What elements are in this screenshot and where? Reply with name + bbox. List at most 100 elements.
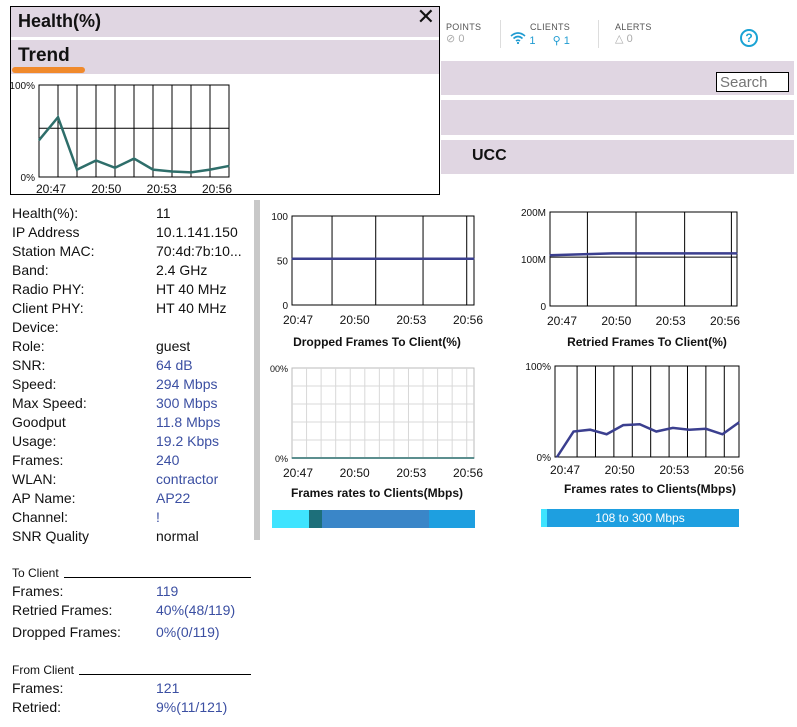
detail-value: 40%(48/119): [156, 602, 236, 618]
detail-row: Role: guest: [12, 338, 252, 357]
x-tick-label: 20:47: [547, 314, 577, 328]
plot-area: [549, 211, 738, 307]
y-tick-label: 00%: [270, 364, 288, 374]
x-tick-label: 20:50: [340, 313, 370, 327]
data-point: [738, 421, 740, 424]
x-tick-label: 20:56: [453, 466, 483, 480]
data-point: [76, 169, 78, 171]
detail-label: Frames:: [12, 583, 64, 599]
detail-label: Role:: [12, 338, 45, 354]
x-tick-label: 20:47: [283, 313, 313, 327]
data-point: [672, 427, 674, 429]
scrollbar[interactable]: [254, 200, 260, 540]
data-point: [152, 169, 154, 171]
alerts-stat[interactable]: ALERTS △ 0: [615, 22, 652, 45]
detail-row: Client PHY: HT 40 MHz: [12, 300, 252, 319]
retried-frames-caption: Retried Frames To Client(%): [567, 335, 727, 349]
help-icon[interactable]: ?: [740, 29, 758, 47]
rate-bar-right: 108 to 300 Mbps: [541, 509, 739, 527]
detail-row: SNR Quality normal: [12, 528, 252, 547]
data-point: [114, 167, 116, 169]
tab-trend[interactable]: Trend: [18, 45, 70, 66]
popup-title: Health(%): [11, 7, 439, 37]
clients-stat[interactable]: CLIENTS 1 ⚲ 1: [510, 22, 570, 47]
frame-rates-caption-right: Frames rates to Clients(Mbps): [563, 482, 737, 496]
x-tick-label: 20:56: [714, 463, 744, 477]
detail-label: Band:: [12, 262, 49, 278]
data-point: [412, 258, 414, 260]
detail-label: Dropped Frames:: [12, 624, 121, 640]
x-tick-label: 20:56: [202, 182, 232, 195]
retried-frames-chart: 200M 100M 020:47 20:50 20:53 20:56: [521, 208, 740, 328]
detail-value: 11.8 Mbps: [156, 414, 221, 430]
points-stat[interactable]: POINTS ⊘ 0: [446, 22, 481, 45]
x-tick-label: 20:50: [601, 314, 631, 328]
detail-row: Max Speed: 300 Mbps: [12, 395, 252, 414]
x-tick-label: 20:56: [453, 313, 483, 327]
data-point: [606, 433, 608, 435]
x-tick-label: 20:56: [710, 314, 740, 328]
y-tick-label: 0%: [275, 454, 288, 464]
header-divider: [598, 20, 599, 48]
detail-label: AP Name:: [12, 490, 76, 506]
rate-bar-left: [272, 510, 475, 528]
y-tick-label: 100M: [521, 255, 546, 266]
data-point: [38, 139, 40, 141]
series-line: [555, 421, 740, 458]
detail-row: IP Address 10.1.141.150: [12, 224, 252, 243]
points-value: 0: [458, 33, 465, 45]
detail-row: AP Name: AP22: [12, 490, 252, 509]
frame-rates-chart-right: 100% 0%20:47 20:50 20:53 20:56: [525, 362, 744, 477]
wifi-clients-value: 1: [529, 35, 536, 47]
detail-row: SNR: 64 dB: [12, 357, 252, 376]
detail-value: normal: [156, 528, 199, 544]
x-tick-label: 20:53: [659, 463, 689, 477]
x-tick-label: 20:53: [396, 313, 426, 327]
detail-row: Retried Frames: 40%(48/119): [12, 602, 252, 621]
data-point: [473, 457, 475, 459]
rate-bar-label: 108 to 300 Mbps: [595, 511, 685, 525]
detail-row: Dropped Frames: 0%(0/119): [12, 624, 252, 643]
data-point: [736, 252, 738, 254]
detail-value: 11: [156, 205, 171, 221]
detail-value: 300 Mbps: [156, 395, 218, 411]
detail-value: AP22: [156, 490, 191, 506]
detail-label: Channel:: [12, 509, 69, 525]
data-point: [95, 159, 97, 162]
close-icon[interactable]: ✕: [416, 4, 435, 29]
data-point: [291, 457, 293, 459]
data-point: [412, 457, 414, 459]
health-trend-chart: 100% 0%20:47 20:50 20:53 20:56: [11, 81, 232, 195]
y-tick-label: 200M: [521, 208, 546, 219]
detail-row: Usage: 19.2 Kbps: [12, 433, 252, 452]
points-icon: ⊘: [446, 33, 456, 45]
data-point: [611, 252, 613, 254]
ucc-bar[interactable]: UCC: [441, 140, 794, 174]
data-point: [688, 429, 690, 431]
detail-row: Device:: [12, 319, 252, 338]
detail-value: contractor: [156, 471, 219, 487]
tab-bar: Trend: [11, 40, 439, 74]
data-point: [133, 158, 135, 160]
search-input[interactable]: [716, 72, 789, 92]
detail-value: HT 40 MHz: [156, 281, 227, 297]
series-line: [549, 252, 737, 257]
data-point: [473, 258, 475, 260]
detail-label: Goodput: [12, 414, 66, 430]
data-point: [228, 165, 230, 167]
data-point: [549, 254, 551, 256]
detail-label: Device:: [12, 319, 59, 335]
y-tick-label: 100%: [525, 362, 551, 373]
detail-label: Retried:: [12, 699, 62, 715]
data-point: [352, 258, 354, 260]
x-tick-label: 20:50: [91, 182, 121, 195]
detail-row: Retried: 9%(11/121): [12, 699, 252, 718]
detail-value: HT 40 MHz: [156, 300, 227, 316]
data-point: [171, 170, 173, 173]
wifi-icon: [510, 32, 529, 47]
data-point: [639, 423, 641, 425]
data-point: [352, 457, 354, 459]
detail-row: Frames: 121: [12, 680, 252, 699]
detail-row: Band: 2.4 GHz: [12, 262, 252, 281]
y-tick-label: 100: [271, 212, 288, 223]
